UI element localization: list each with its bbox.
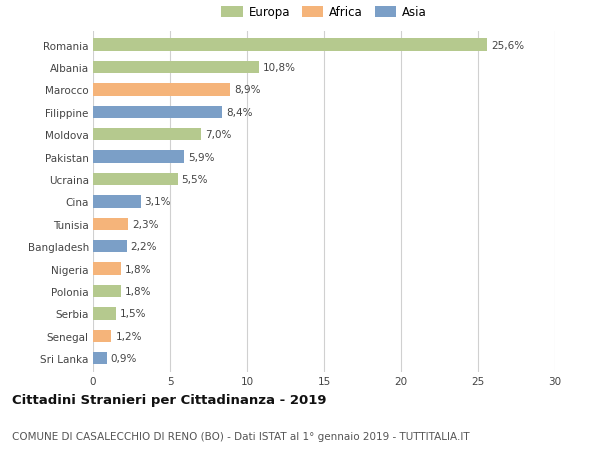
- Bar: [93, 330, 112, 342]
- Text: 1,8%: 1,8%: [125, 286, 151, 297]
- Bar: [93, 62, 259, 74]
- Text: 2,2%: 2,2%: [131, 241, 157, 252]
- Text: 10,8%: 10,8%: [263, 63, 296, 73]
- Text: Cittadini Stranieri per Cittadinanza - 2019: Cittadini Stranieri per Cittadinanza - 2…: [12, 393, 326, 406]
- Bar: [93, 174, 178, 186]
- Legend: Europa, Africa, Asia: Europa, Africa, Asia: [218, 3, 430, 23]
- Bar: [93, 84, 230, 96]
- Text: 1,2%: 1,2%: [115, 331, 142, 341]
- Bar: [93, 196, 141, 208]
- Text: COMUNE DI CASALECCHIO DI RENO (BO) - Dati ISTAT al 1° gennaio 2019 - TUTTITALIA.: COMUNE DI CASALECCHIO DI RENO (BO) - Dat…: [12, 431, 470, 441]
- Bar: [93, 352, 107, 364]
- Bar: [93, 241, 127, 253]
- Text: 1,5%: 1,5%: [120, 309, 146, 319]
- Bar: [93, 308, 116, 320]
- Text: 8,4%: 8,4%: [226, 107, 253, 118]
- Text: 1,8%: 1,8%: [125, 264, 151, 274]
- Text: 3,1%: 3,1%: [145, 197, 171, 207]
- Text: 2,3%: 2,3%: [132, 219, 159, 230]
- Bar: [93, 129, 201, 141]
- Text: 5,5%: 5,5%: [182, 174, 208, 185]
- Bar: [93, 263, 121, 275]
- Text: 25,6%: 25,6%: [491, 40, 524, 50]
- Text: 5,9%: 5,9%: [188, 152, 214, 162]
- Text: 0,9%: 0,9%: [111, 353, 137, 364]
- Bar: [93, 151, 184, 163]
- Bar: [93, 106, 223, 119]
- Text: 8,9%: 8,9%: [234, 85, 260, 95]
- Bar: [93, 39, 487, 52]
- Bar: [93, 285, 121, 297]
- Bar: [93, 218, 128, 230]
- Text: 7,0%: 7,0%: [205, 130, 231, 140]
